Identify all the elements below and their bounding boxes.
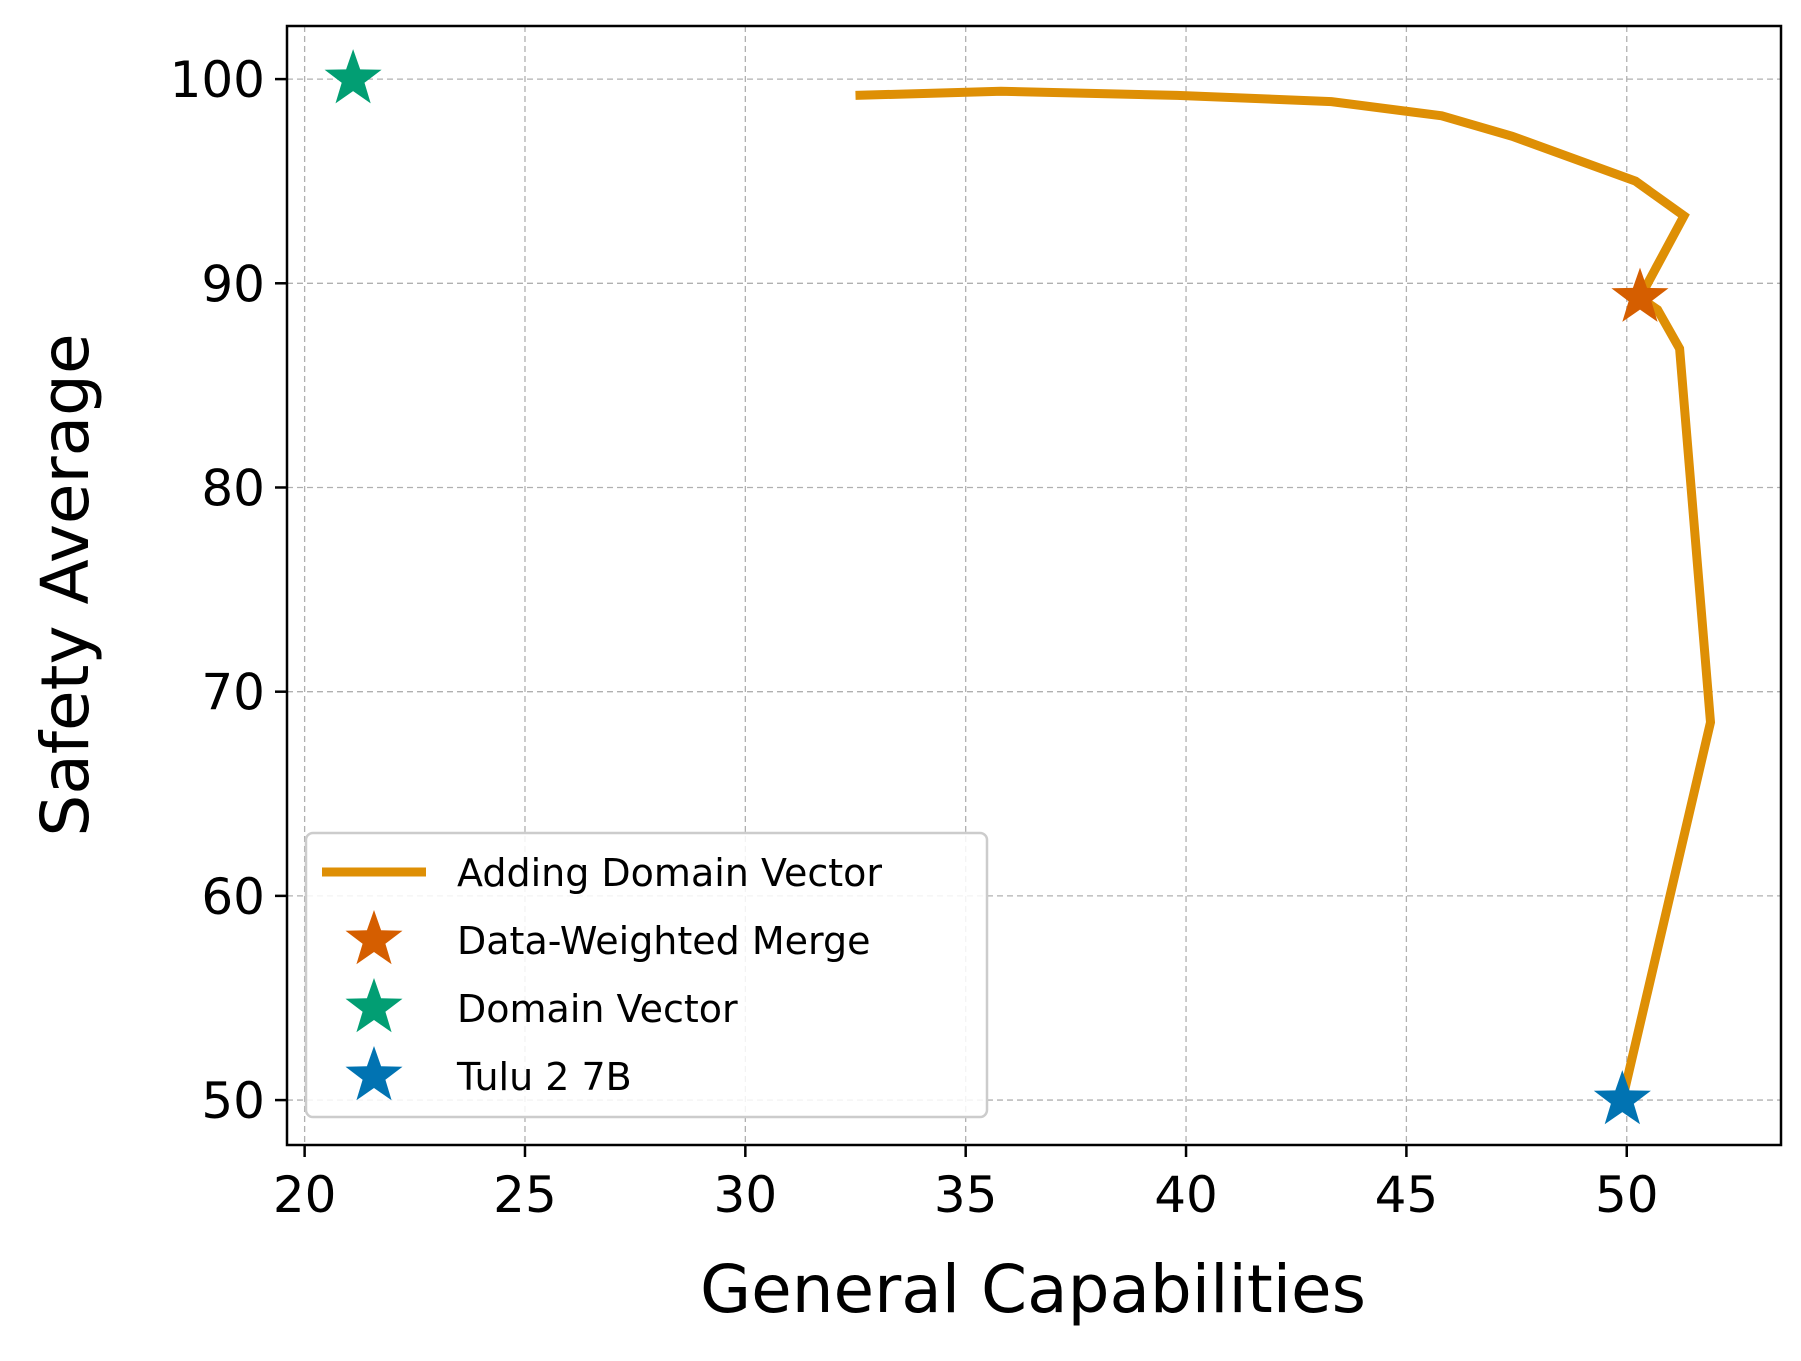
star-marker-domain-vector xyxy=(324,49,382,104)
legend-swatch-domain-vector xyxy=(345,978,403,1033)
x-tick-label: 35 xyxy=(934,1166,998,1224)
legend: Adding Domain Vector Data-Weighted Merge D… xyxy=(304,831,989,1119)
y-tick-label: 90 xyxy=(201,255,265,313)
x-tick-label: 25 xyxy=(493,1166,557,1224)
x-axis-title: General Capabilities xyxy=(700,1251,1366,1328)
x-tick-label: 45 xyxy=(1375,1166,1439,1224)
y-tick-label: 50 xyxy=(201,1072,265,1130)
legend-label-domain-vector: Domain Vector xyxy=(457,987,738,1031)
x-tick-label: 50 xyxy=(1595,1166,1659,1224)
y-ticks: 50 60 70 80 90 100 xyxy=(170,51,287,1130)
y-axis-title: Safety Average xyxy=(27,333,104,836)
x-tick-label: 20 xyxy=(273,1166,337,1224)
y-tick-label: 100 xyxy=(170,51,265,109)
y-tick-label: 60 xyxy=(201,868,265,926)
legend-label-adding-domain-vector: Adding Domain Vector xyxy=(457,851,882,895)
legend-swatch-tulu-2-7b xyxy=(345,1046,403,1101)
y-tick-label: 70 xyxy=(201,664,265,722)
plot-content xyxy=(324,49,1716,1125)
x-ticks: 20 25 30 35 40 45 50 xyxy=(273,1145,1659,1224)
legend-label-data-weighted-merge: Data-Weighted Merge xyxy=(457,919,871,963)
legend-box xyxy=(304,831,989,1119)
plot-frame xyxy=(285,24,1783,1147)
x-tick-label: 30 xyxy=(714,1166,778,1224)
legend-swatch-data-weighted-merge xyxy=(345,910,403,965)
star-marker-tulu-2-7b xyxy=(1593,1070,1651,1125)
y-tick-label: 80 xyxy=(201,459,265,517)
series-line-adding-domain-vector xyxy=(855,86,1716,1102)
x-tick-label: 40 xyxy=(1154,1166,1218,1224)
star-marker-data-weighted-merge xyxy=(1611,267,1669,322)
legend-label-tulu-2-7b: Tulu 2 7B xyxy=(456,1055,632,1099)
